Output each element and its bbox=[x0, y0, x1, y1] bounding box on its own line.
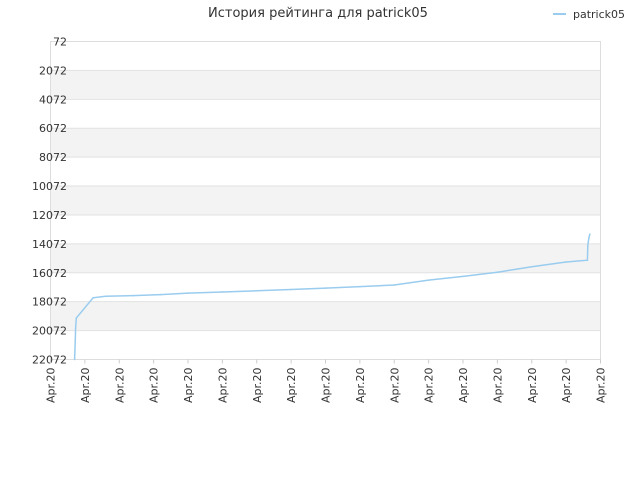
x-tick-label: Apr.20 bbox=[423, 368, 436, 404]
x-axis-ticks: Apr.20 Apr.20 Apr.20 Apr.20 Apr.20 Apr.20 Apr.… bbox=[45, 359, 608, 404]
data-point bbox=[496, 271, 499, 273]
y-tick-label: 6072 bbox=[39, 122, 67, 135]
y-tick-label: 2072 bbox=[39, 64, 67, 77]
grid-band bbox=[50, 301, 601, 331]
x-tick-label: Apr.20 bbox=[216, 368, 229, 404]
grid-lines bbox=[50, 69, 601, 332]
data-point bbox=[462, 275, 464, 278]
grid-band bbox=[50, 243, 601, 273]
data-point bbox=[74, 338, 77, 341]
x-tick-label: Apr.20 bbox=[79, 368, 92, 404]
x-tick-label: Apr.20 bbox=[595, 368, 608, 404]
data-point bbox=[324, 287, 327, 289]
data-point bbox=[75, 317, 78, 319]
y-axis-ticks: 72 2072 4072 6072 8072 10072 12072 14072 16072 18… bbox=[32, 36, 67, 367]
data-point bbox=[73, 358, 76, 361]
data-point bbox=[427, 279, 430, 281]
x-tick-label: Apr.20 bbox=[148, 368, 161, 404]
legend-label-patrick05: patrick05 bbox=[573, 8, 625, 21]
series-patrick05 bbox=[73, 233, 591, 361]
y-tick-label: 22072 bbox=[32, 354, 67, 367]
y-tick-label: 10072 bbox=[32, 180, 67, 193]
x-tick-label: Apr.20 bbox=[491, 368, 504, 404]
x-tick-label: Apr.20 bbox=[457, 368, 470, 404]
grid-band bbox=[50, 186, 601, 215]
grid-band bbox=[50, 128, 601, 158]
data-point bbox=[393, 284, 396, 286]
data-point bbox=[221, 291, 224, 293]
y-tick-label: 8072 bbox=[39, 151, 67, 164]
data-point bbox=[530, 265, 533, 268]
grid-bands bbox=[50, 70, 601, 331]
y-tick-label: 20072 bbox=[32, 325, 67, 338]
y-tick-label: 16072 bbox=[32, 267, 67, 280]
data-point bbox=[159, 293, 162, 296]
x-tick-label: Apr.20 bbox=[526, 368, 539, 404]
data-point bbox=[187, 292, 189, 294]
x-tick-label: Apr.20 bbox=[560, 368, 573, 404]
data-point bbox=[589, 233, 591, 235]
data-point bbox=[290, 288, 292, 291]
data-point bbox=[74, 327, 77, 329]
x-tick-label: Apr.20 bbox=[354, 368, 367, 404]
y-tick-label: 12072 bbox=[32, 209, 67, 222]
data-point bbox=[588, 237, 590, 240]
y-tick-label: 72 bbox=[53, 36, 67, 49]
x-tick-label: Apr.20 bbox=[388, 368, 401, 404]
y-tick-label: 18072 bbox=[32, 296, 67, 309]
legend: patrick05 bbox=[553, 8, 625, 21]
data-point bbox=[586, 244, 589, 247]
data-point bbox=[92, 296, 94, 299]
data-point bbox=[565, 261, 567, 263]
data-point bbox=[255, 290, 258, 292]
x-tick-label: Apr.20 bbox=[251, 368, 264, 404]
data-point bbox=[586, 259, 589, 261]
y-tick-label: 14072 bbox=[32, 238, 67, 251]
x-tick-label: Apr.20 bbox=[320, 368, 333, 404]
chart-title: История рейтинга для patrick05 bbox=[208, 6, 428, 21]
x-tick-label: Apr.20 bbox=[182, 368, 195, 404]
y-tick-label: 4072 bbox=[39, 93, 67, 106]
x-tick-label: Apr.20 bbox=[113, 368, 126, 404]
data-point bbox=[104, 295, 107, 298]
data-point bbox=[132, 294, 134, 297]
data-point bbox=[359, 285, 361, 288]
x-tick-label: Apr.20 bbox=[45, 368, 58, 404]
x-tick-label: Apr.20 bbox=[285, 368, 298, 404]
series-line bbox=[73, 234, 591, 360]
grid-band bbox=[50, 70, 601, 100]
